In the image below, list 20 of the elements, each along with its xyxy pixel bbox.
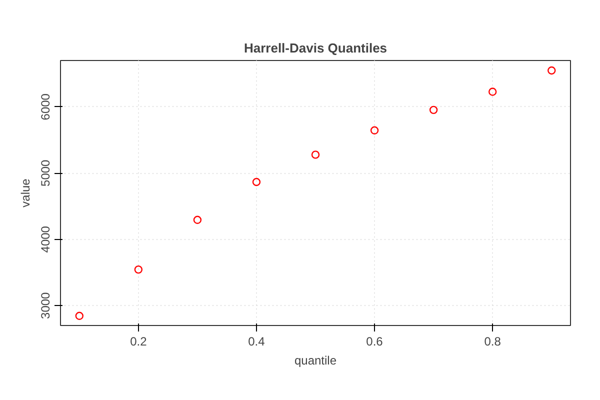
chart-title: Harrell-Davis Quantiles xyxy=(244,40,388,56)
point xyxy=(488,88,497,96)
y-tick-label: 4000 xyxy=(38,226,52,253)
point xyxy=(429,106,438,114)
x-tick-label: 0.6 xyxy=(366,334,384,348)
point xyxy=(193,216,202,224)
point xyxy=(134,265,143,274)
point xyxy=(252,178,261,186)
x-tick-label: 0.2 xyxy=(130,334,148,348)
x-tick-label: 0.8 xyxy=(484,334,502,348)
x-axis-title: quantile xyxy=(294,354,337,368)
point xyxy=(370,126,379,134)
y-tick-label: 3000 xyxy=(38,292,52,319)
y-axis-title: value xyxy=(18,178,32,208)
y-tick-label: 5000 xyxy=(38,159,52,186)
x-tick-label: 0.4 xyxy=(248,334,266,348)
point xyxy=(75,312,84,320)
point xyxy=(311,150,320,159)
point xyxy=(548,66,556,75)
y-tick-label: 6000 xyxy=(38,93,52,120)
